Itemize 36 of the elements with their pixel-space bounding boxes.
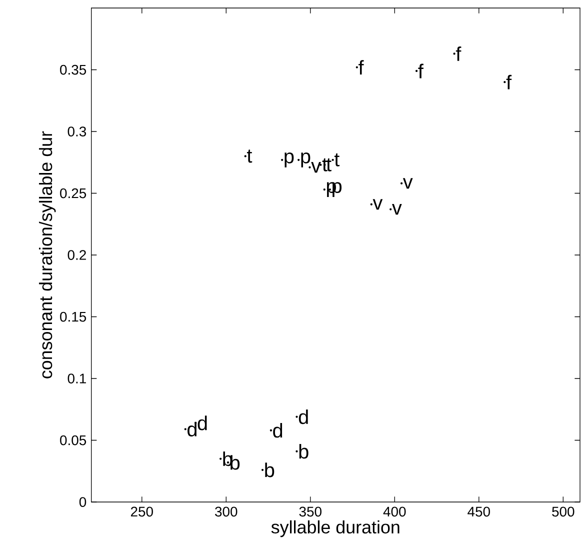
text: v — [372, 199, 383, 210]
text: d — [298, 409, 308, 424]
text: t — [334, 153, 340, 166]
text: t — [326, 158, 332, 172]
y-axis-title: consonant duration/syllable dur — [38, 131, 56, 378]
y-tick-label: 0.15 — [60, 312, 86, 322]
text: f — [506, 74, 512, 90]
series-label: t — [322, 158, 328, 172]
x-tick-label: 400 — [383, 506, 406, 517]
y-tick-label: 0.3 — [68, 126, 86, 136]
series-label: f — [358, 60, 364, 74]
text: p — [301, 152, 310, 168]
x-tick-label: 350 — [299, 506, 322, 517]
text: t — [246, 150, 252, 163]
x-tick-label: 450 — [468, 506, 490, 517]
x-axis-title: syllable duration — [271, 520, 400, 538]
y-tick-label: 0.1 — [68, 374, 86, 384]
text: f — [418, 64, 424, 78]
x-tick-label: 300 — [215, 506, 238, 517]
text: d — [198, 416, 207, 430]
y-tick-label: 0 — [79, 497, 86, 507]
y-tick-label: 0.05 — [60, 435, 86, 446]
text: p — [284, 152, 294, 168]
text: v — [311, 162, 321, 173]
y-tick-label: 0.35 — [60, 64, 86, 75]
series-label: b — [265, 462, 274, 478]
text: b — [299, 444, 308, 459]
x-tick-label: 500 — [552, 506, 574, 517]
text: d — [273, 423, 282, 438]
x-tick-label: 250 — [130, 506, 153, 517]
y-tick-label: 0.25 — [60, 188, 86, 198]
y-tick-label: 0.2 — [68, 250, 86, 260]
series-label: d — [188, 422, 196, 436]
text: f — [456, 46, 462, 61]
series-label: v — [402, 178, 413, 189]
text: v — [392, 204, 402, 215]
